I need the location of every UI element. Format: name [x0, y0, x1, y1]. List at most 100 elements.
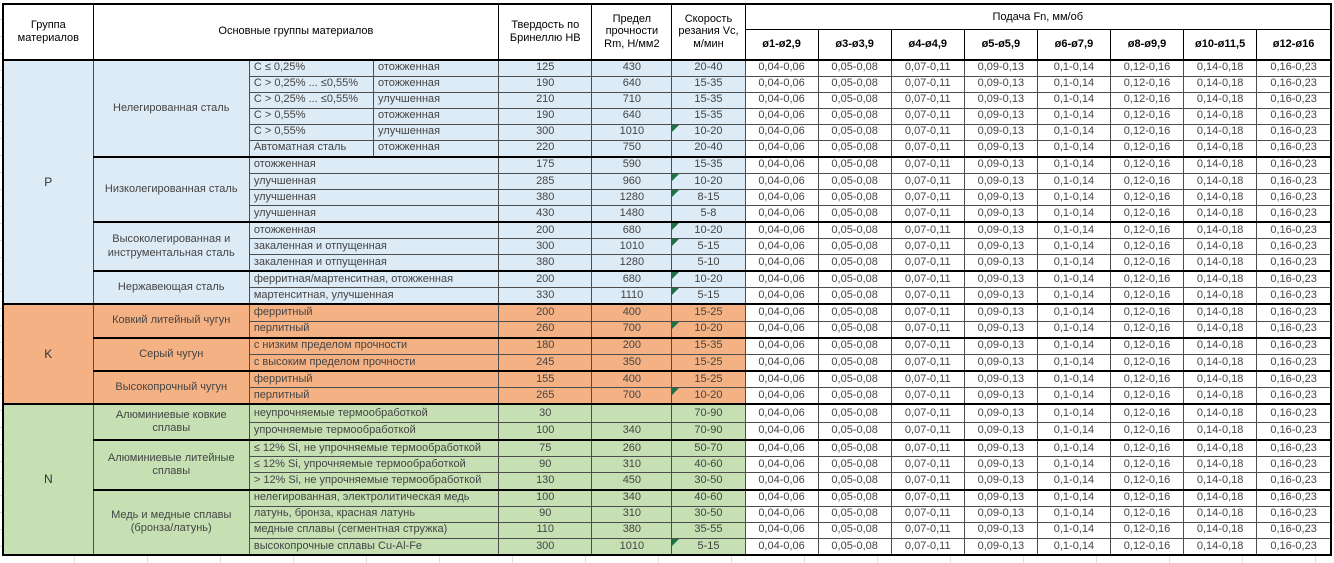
group-letter-cell[interactable]: P — [2, 58, 94, 305]
feed-cell[interactable]: 0,05-0,08 — [817, 58, 892, 77]
cutting-speed-cell[interactable]: 8-15 — [671, 188, 746, 206]
feed-cell[interactable]: 0,1-0,14 — [1036, 220, 1111, 240]
strength-cell[interactable]: 450 — [591, 472, 673, 491]
feed-cell[interactable]: 0,1-0,14 — [1036, 421, 1111, 441]
feed-cell[interactable]: 0,1-0,14 — [1036, 155, 1111, 174]
cutting-speed-cell[interactable]: 20-40 — [671, 58, 746, 77]
strength-cell[interactable]: 310 — [591, 505, 673, 523]
hardness-cell[interactable]: 90 — [498, 505, 593, 523]
feed-cell[interactable]: 0,12-0,16 — [1109, 456, 1185, 474]
feed-cell[interactable]: 0,09-0,13 — [963, 488, 1038, 507]
feed-cell[interactable]: 0,14-0,18 — [1183, 521, 1258, 539]
treatment-cell[interactable]: отожженная — [373, 75, 500, 93]
strength-cell[interactable]: 430 — [591, 58, 673, 77]
feed-cell[interactable]: 0,1-0,14 — [1036, 303, 1111, 322]
feed-cell[interactable]: 0,07-0,11 — [890, 537, 965, 556]
strength-cell[interactable]: 260 — [591, 439, 673, 458]
feed-cell[interactable]: 0,16-0,23 — [1256, 472, 1332, 491]
condition-cell[interactable]: C > 0,55% — [248, 107, 375, 125]
feed-cell[interactable]: 0,07-0,11 — [890, 107, 965, 125]
description-cell[interactable]: медные сплавы (сегментная стружка) — [248, 521, 500, 539]
feed-cell[interactable]: 0,14-0,18 — [1183, 220, 1258, 240]
feed-cell[interactable]: 0,09-0,13 — [963, 91, 1038, 109]
feed-cell[interactable]: 0,07-0,11 — [890, 336, 965, 355]
hardness-cell[interactable]: 90 — [498, 456, 593, 474]
feed-cell[interactable]: 0,09-0,13 — [963, 403, 1038, 423]
feed-cell[interactable]: 0,12-0,16 — [1109, 139, 1185, 158]
feed-cell[interactable]: 0,14-0,18 — [1183, 505, 1258, 523]
feed-cell[interactable]: 0,04-0,06 — [744, 220, 819, 240]
feed-cell[interactable]: 0,14-0,18 — [1183, 320, 1258, 339]
feed-cell[interactable]: 0,05-0,08 — [817, 488, 892, 507]
feed-cell[interactable]: 0,04-0,06 — [744, 387, 819, 405]
feed-cell[interactable]: 0,09-0,13 — [963, 107, 1038, 125]
feed-cell[interactable]: 0,14-0,18 — [1183, 387, 1258, 405]
cutting-speed-cell[interactable]: 10-20 — [671, 220, 746, 240]
description-cell[interactable]: ферритный — [248, 369, 500, 389]
description-cell[interactable]: ферритный — [248, 303, 500, 322]
feed-cell[interactable]: 0,14-0,18 — [1183, 369, 1258, 389]
feed-cell[interactable]: 0,1-0,14 — [1036, 238, 1111, 256]
description-cell[interactable]: нелегированная, электролитическая медь — [248, 488, 500, 507]
header-diameter-range[interactable]: ø6-ø7,9 — [1036, 29, 1111, 60]
strength-cell[interactable]: 400 — [591, 369, 673, 389]
cutting-speed-cell[interactable]: 10-20 — [671, 320, 746, 339]
feed-cell[interactable]: 0,09-0,13 — [963, 320, 1038, 339]
feed-cell[interactable]: 0,07-0,11 — [890, 521, 965, 539]
strength-cell[interactable]: 340 — [591, 421, 673, 441]
strength-cell[interactable]: 680 — [591, 220, 673, 240]
material-block-name-cell[interactable]: Высоколегированная и инструментальная ст… — [92, 220, 250, 272]
feed-cell[interactable]: 0,07-0,11 — [890, 387, 965, 405]
strength-cell[interactable]: 640 — [591, 107, 673, 125]
cutting-speed-cell[interactable]: 40-60 — [671, 456, 746, 474]
description-cell[interactable]: ≤ 12% Si, не упрочняемые термообработкой — [248, 439, 500, 458]
feed-cell[interactable]: 0,07-0,11 — [890, 58, 965, 77]
cutting-speed-cell[interactable]: 20-40 — [671, 139, 746, 158]
feed-cell[interactable]: 0,04-0,06 — [744, 439, 819, 458]
cutting-speed-cell[interactable]: 30-50 — [671, 505, 746, 523]
feed-cell[interactable]: 0,05-0,08 — [817, 472, 892, 491]
feed-cell[interactable]: 0,07-0,11 — [890, 172, 965, 190]
description-cell[interactable]: перлитный — [248, 387, 500, 405]
description-cell[interactable]: закаленная и отпущенная — [248, 254, 500, 272]
feed-cell[interactable]: 0,07-0,11 — [890, 254, 965, 272]
feed-cell[interactable]: 0,1-0,14 — [1036, 472, 1111, 491]
strength-cell[interactable]: 700 — [591, 387, 673, 405]
feed-cell[interactable]: 0,16-0,23 — [1256, 58, 1332, 77]
feed-cell[interactable]: 0,09-0,13 — [963, 220, 1038, 240]
feed-cell[interactable]: 0,16-0,23 — [1256, 139, 1332, 158]
hardness-cell[interactable]: 125 — [498, 58, 593, 77]
feed-cell[interactable]: 0,05-0,08 — [817, 204, 892, 223]
feed-cell[interactable]: 0,1-0,14 — [1036, 320, 1111, 339]
feed-cell[interactable]: 0,05-0,08 — [817, 270, 892, 289]
feed-cell[interactable]: 0,09-0,13 — [963, 387, 1038, 405]
feed-cell[interactable]: 0,07-0,11 — [890, 456, 965, 474]
feed-cell[interactable]: 0,04-0,06 — [744, 320, 819, 339]
feed-cell[interactable]: 0,04-0,06 — [744, 336, 819, 355]
feed-cell[interactable]: 0,1-0,14 — [1036, 353, 1111, 372]
feed-cell[interactable]: 0,1-0,14 — [1036, 91, 1111, 109]
feed-cell[interactable]: 0,12-0,16 — [1109, 472, 1185, 491]
feed-cell[interactable]: 0,05-0,08 — [817, 537, 892, 556]
feed-cell[interactable]: 0,1-0,14 — [1036, 139, 1111, 158]
hardness-cell[interactable]: 200 — [498, 220, 593, 240]
feed-cell[interactable]: 0,16-0,23 — [1256, 439, 1332, 458]
feed-cell[interactable]: 0,09-0,13 — [963, 238, 1038, 256]
feed-cell[interactable]: 0,12-0,16 — [1109, 421, 1185, 441]
feed-cell[interactable]: 0,16-0,23 — [1256, 155, 1332, 174]
feed-cell[interactable]: 0,07-0,11 — [890, 505, 965, 523]
material-block-name-cell[interactable]: Алюминиевые литейные сплавы — [92, 439, 250, 491]
feed-cell[interactable]: 0,09-0,13 — [963, 58, 1038, 77]
header-diameter-range[interactable]: ø8-ø9,9 — [1109, 29, 1185, 60]
feed-cell[interactable]: 0,1-0,14 — [1036, 172, 1111, 190]
feed-cell[interactable]: 0,1-0,14 — [1036, 387, 1111, 405]
strength-cell[interactable]: 960 — [591, 172, 673, 190]
feed-cell[interactable]: 0,05-0,08 — [817, 303, 892, 322]
feed-cell[interactable]: 0,16-0,23 — [1256, 403, 1332, 423]
feed-cell[interactable]: 0,04-0,06 — [744, 123, 819, 141]
cutting-speed-cell[interactable]: 15-25 — [671, 369, 746, 389]
cutting-speed-cell[interactable]: 5-15 — [671, 287, 746, 305]
treatment-cell[interactable]: отожженная — [373, 107, 500, 125]
cutting-speed-cell[interactable]: 35-55 — [671, 521, 746, 539]
feed-cell[interactable]: 0,09-0,13 — [963, 369, 1038, 389]
